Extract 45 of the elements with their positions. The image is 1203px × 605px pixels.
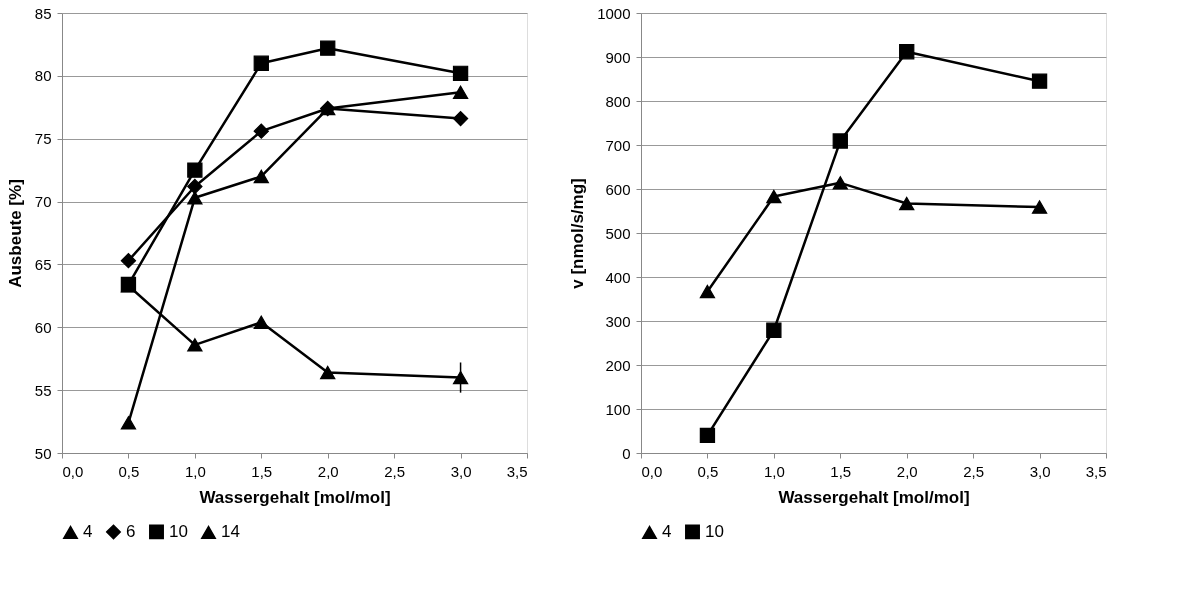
legend-label: 10 bbox=[169, 521, 188, 541]
x-tick-label: 1,5 bbox=[251, 462, 273, 480]
y-tick-label: 55 bbox=[34, 381, 52, 399]
x-tick-label: 0,5 bbox=[118, 462, 140, 480]
y-tick-label: 400 bbox=[605, 268, 631, 286]
legend-label: 4 bbox=[83, 522, 93, 542]
y-tick-label: 300 bbox=[605, 312, 631, 330]
x-tick-label: 3,0 bbox=[1029, 462, 1051, 480]
y-tick-label: 900 bbox=[605, 48, 631, 66]
y-tick-label: 0 bbox=[622, 444, 631, 462]
y-tick-label: 1000 bbox=[597, 4, 631, 22]
y-axis-title: v [nmol/s/mg] bbox=[568, 178, 588, 289]
x-tick-label: 2,5 bbox=[963, 462, 985, 480]
y-tick-label: 800 bbox=[605, 92, 631, 110]
y-tick-label: 50 bbox=[34, 444, 52, 462]
y-tick-label: 500 bbox=[605, 224, 631, 242]
y-tick-label: 80 bbox=[34, 67, 52, 85]
legend-label: 6 bbox=[126, 521, 136, 541]
y-tick-label: 600 bbox=[605, 180, 631, 198]
y-axis-title: Ausbeute [%] bbox=[5, 179, 25, 288]
x-tick-label: 3,5 bbox=[1085, 462, 1107, 480]
x-tick-label: 0,0 bbox=[641, 462, 663, 480]
y-tick-label: 65 bbox=[34, 255, 52, 273]
y-tick-label: 60 bbox=[34, 318, 52, 336]
x-tick-label: 2,5 bbox=[384, 462, 406, 480]
x-tick-label: 3,5 bbox=[506, 462, 528, 480]
x-tick-label: 3,0 bbox=[450, 462, 472, 480]
x-axis-title: Wassergehalt [mol/mol] bbox=[778, 487, 970, 507]
x-tick-label: 2,0 bbox=[896, 462, 918, 480]
x-tick-label: 1,0 bbox=[763, 462, 785, 480]
y-tick-label: 85 bbox=[34, 4, 52, 22]
legend-label: 10 bbox=[705, 521, 724, 541]
y-tick-label: 75 bbox=[34, 130, 52, 148]
legend-label: 14 bbox=[221, 522, 240, 542]
x-tick-label: 0,5 bbox=[697, 462, 719, 480]
x-tick-label: 1,5 bbox=[830, 462, 852, 480]
x-axis-title: Wassergehalt [mol/mol] bbox=[199, 487, 391, 507]
y-tick-label: 70 bbox=[34, 193, 52, 211]
y-tick-label: 100 bbox=[605, 400, 631, 418]
y-tick-label: 200 bbox=[605, 356, 631, 374]
legend-label: 4 bbox=[662, 522, 672, 542]
x-tick-label: 2,0 bbox=[317, 462, 339, 480]
y-tick-label: 700 bbox=[605, 136, 631, 154]
x-tick-label: 1,0 bbox=[184, 462, 206, 480]
x-tick-label: 0,0 bbox=[62, 462, 84, 480]
